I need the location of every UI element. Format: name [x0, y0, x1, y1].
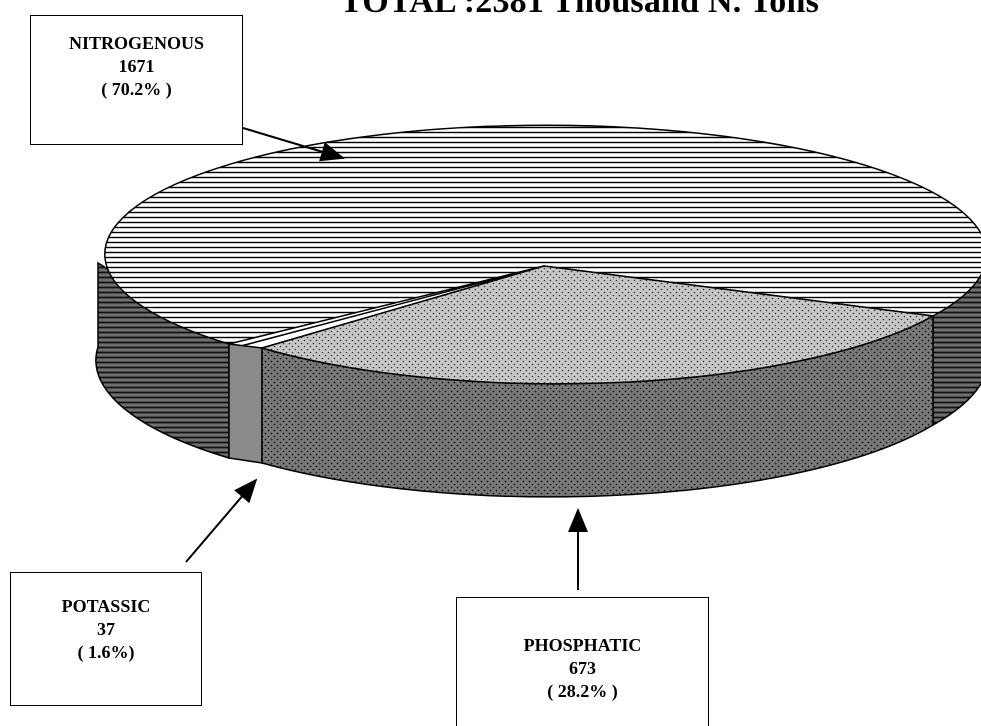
slice-nitrogenous [104, 124, 981, 345]
slice-label-name: PHOSPHATIC [523, 635, 642, 655]
slice-label-value: 1671 [118, 56, 155, 76]
slice-label-percent: ( 1.6%) [77, 642, 135, 662]
label-box-nitrogenous: NITROGENOUS 1671 ( 70.2% ) [30, 15, 243, 145]
arrow-nitrogenous [242, 127, 345, 162]
arrow-potassic [185, 478, 258, 563]
slice-label-percent: ( 28.2% ) [547, 681, 618, 701]
slice-label-name: POTASSIC [61, 596, 151, 616]
slice-side-potassic [228, 343, 263, 464]
slice-label-name: NITROGENOUS [68, 33, 205, 53]
slice-phosphatic [259, 265, 936, 385]
slice-label-value: 673 [569, 658, 596, 678]
slice-side-nitrogenous-left [95, 261, 230, 460]
slice-label-value: 37 [97, 619, 115, 639]
label-box-potassic: POTASSIC 37 ( 1.6%) [10, 572, 202, 706]
chart-title: TOTAL :2381 Thousand N. Tons [340, 0, 820, 20]
label-box-phosphatic: PHOSPHATIC 673 ( 28.2% ) [456, 597, 709, 726]
slice-label-percent: ( 70.2% ) [101, 79, 172, 99]
